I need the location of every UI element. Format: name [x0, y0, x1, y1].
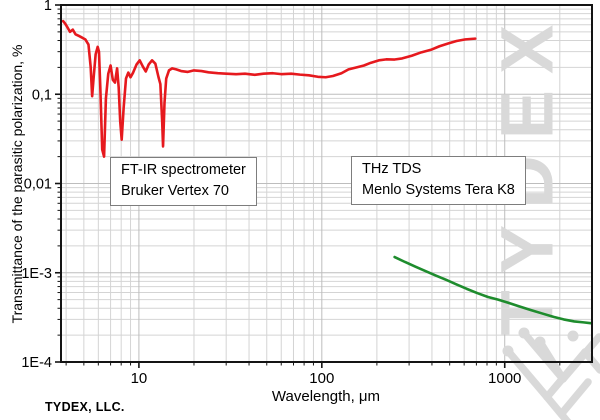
x-axis-title: Wavelength, μm: [271, 388, 381, 405]
y-tick-label: 0,1: [32, 87, 52, 103]
thz-annotation-line1: THz TDS: [362, 161, 422, 177]
axes-layer: [55, 4, 593, 368]
ftir-annotation-line2: Bruker Vertex 70: [121, 183, 229, 199]
ftir-annotation-line1: FT-IR spectrometer: [121, 162, 246, 178]
y-tick-label: 1: [44, 0, 52, 14]
thz-annotation-box: THz TDS Menlo Systems Tera K8: [351, 156, 526, 205]
logo-dot: [567, 330, 579, 342]
x-tick-label: 1000: [488, 370, 521, 387]
y-tick-label: 1E-3: [21, 266, 52, 282]
watermark-layer: TYDEX: [486, 9, 600, 420]
logo-dot: [534, 336, 546, 348]
x-tick-label: 100: [309, 370, 334, 387]
y-tick-label: 0,01: [24, 177, 52, 193]
thz-curve: [393, 255, 592, 325]
x-tick-label: 10: [131, 370, 148, 387]
y-axis-title: Transmittance of the parasitic polarizat…: [9, 44, 25, 324]
company-label: TYDEX, LLC.: [45, 400, 125, 414]
logo-stroke: [559, 378, 592, 416]
ftir-curve: [61, 19, 477, 158]
logo-dot: [502, 345, 514, 357]
ftir-annotation-box: FT-IR spectrometer Bruker Vertex 70: [110, 157, 257, 206]
tick-labels-layer: 10 100 1000 1 0,1 0,01 1E-3 1E-4: [21, 0, 521, 387]
logo-stroke: [536, 338, 567, 383]
curves-layer: [61, 19, 592, 325]
logo-dot: [518, 327, 530, 339]
y-tick-label: 1E-4: [21, 355, 52, 371]
logo-stroke: [504, 347, 551, 401]
thz-annotation-line2: Menlo Systems Tera K8: [362, 182, 515, 198]
